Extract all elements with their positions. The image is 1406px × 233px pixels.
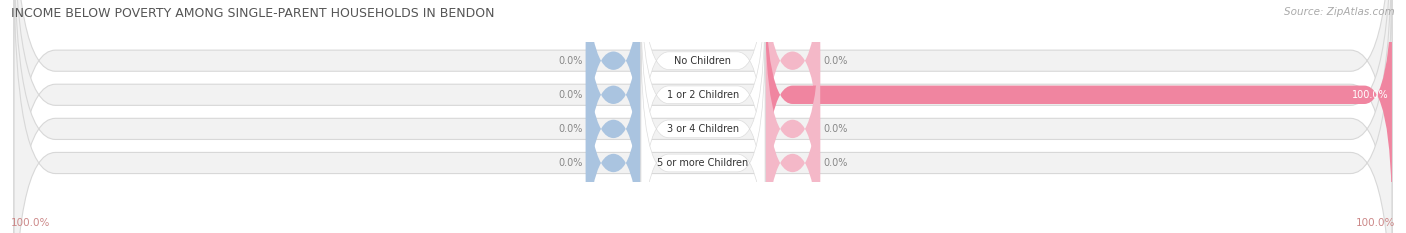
Text: 0.0%: 0.0%: [824, 124, 848, 134]
FancyBboxPatch shape: [14, 0, 1392, 233]
Text: INCOME BELOW POVERTY AMONG SINGLE-PARENT HOUSEHOLDS IN BENDON: INCOME BELOW POVERTY AMONG SINGLE-PARENT…: [11, 7, 495, 20]
FancyBboxPatch shape: [586, 2, 641, 233]
FancyBboxPatch shape: [765, 2, 820, 233]
Text: 100.0%: 100.0%: [1353, 90, 1389, 100]
Text: 0.0%: 0.0%: [558, 56, 582, 66]
Text: 0.0%: 0.0%: [558, 90, 582, 100]
FancyBboxPatch shape: [641, 1, 765, 233]
Text: 0.0%: 0.0%: [558, 158, 582, 168]
Text: 3 or 4 Children: 3 or 4 Children: [666, 124, 740, 134]
Text: 0.0%: 0.0%: [824, 56, 848, 66]
Text: 5 or more Children: 5 or more Children: [658, 158, 748, 168]
FancyBboxPatch shape: [641, 35, 765, 233]
FancyBboxPatch shape: [765, 36, 820, 233]
FancyBboxPatch shape: [765, 0, 1392, 222]
FancyBboxPatch shape: [586, 0, 641, 188]
FancyBboxPatch shape: [586, 36, 641, 233]
FancyBboxPatch shape: [641, 0, 765, 222]
FancyBboxPatch shape: [14, 0, 1392, 233]
FancyBboxPatch shape: [14, 0, 1392, 233]
FancyBboxPatch shape: [765, 0, 820, 188]
Text: 1 or 2 Children: 1 or 2 Children: [666, 90, 740, 100]
Text: Source: ZipAtlas.com: Source: ZipAtlas.com: [1284, 7, 1395, 17]
Text: 100.0%: 100.0%: [1355, 218, 1395, 228]
Legend: Single Father, Single Mother: Single Father, Single Mother: [602, 230, 804, 233]
Text: 100.0%: 100.0%: [11, 218, 51, 228]
Text: No Children: No Children: [675, 56, 731, 66]
Text: 0.0%: 0.0%: [824, 158, 848, 168]
FancyBboxPatch shape: [14, 0, 1392, 233]
FancyBboxPatch shape: [641, 0, 765, 188]
FancyBboxPatch shape: [586, 0, 641, 222]
Text: 0.0%: 0.0%: [558, 124, 582, 134]
